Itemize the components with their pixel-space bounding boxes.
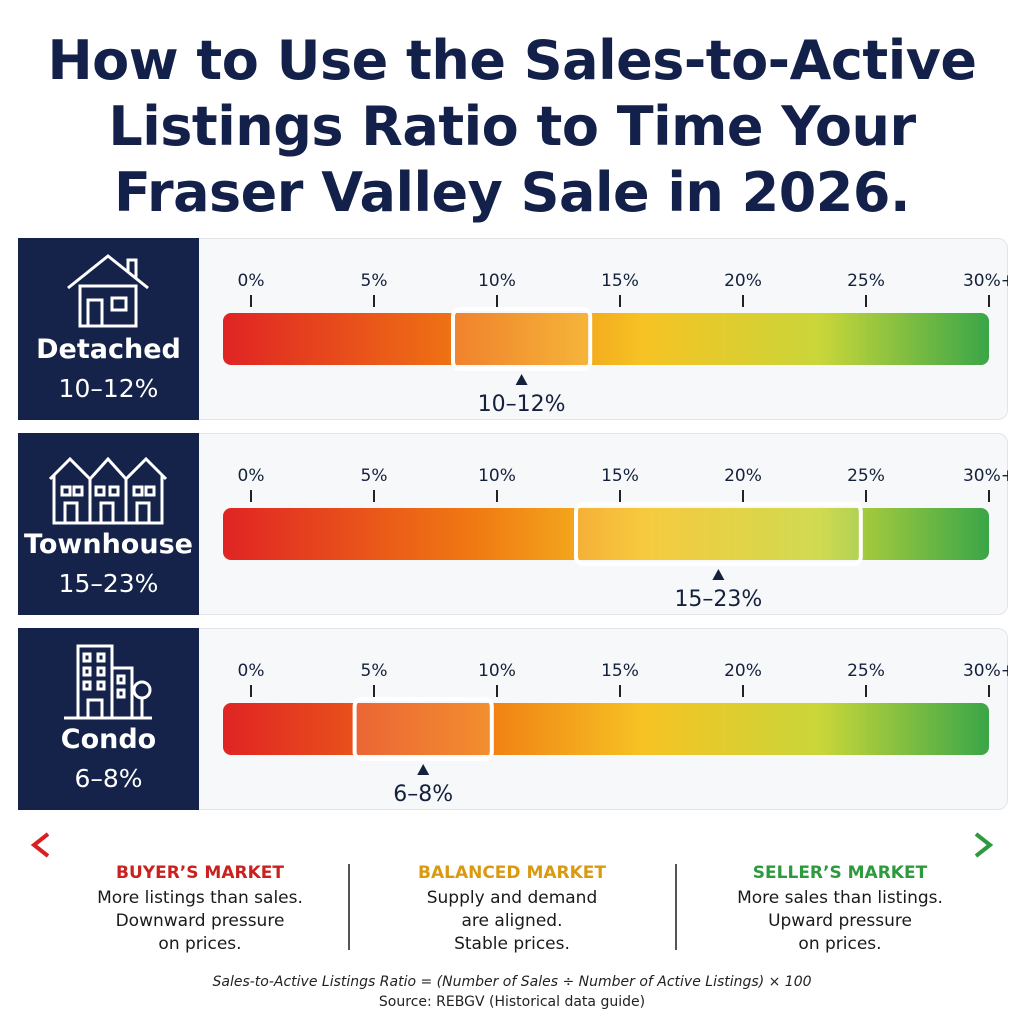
- row-label-detached: Detached 10–12%: [18, 238, 199, 420]
- range-value-label: 6–8%: [393, 782, 453, 807]
- tick-label: 15%: [601, 466, 639, 486]
- legend-line: are aligned.: [461, 911, 563, 931]
- scale-panel: 0% 5% 10% 15% 20% 25% 30%+ 15–23%: [199, 433, 1008, 615]
- row-range: 6–8%: [74, 764, 143, 793]
- tick-label: 0%: [238, 466, 265, 486]
- legend-title: SELLER’S MARKET: [752, 863, 928, 883]
- row-range: 10–12%: [58, 374, 159, 403]
- market-spectrum-arrow: [30, 832, 994, 858]
- tick-label: 10%: [478, 661, 516, 681]
- page-title: How to Use the Sales-to-Active Listings …: [47, 29, 977, 224]
- tick-label: 20%: [724, 661, 762, 681]
- legend-title: BALANCED MARKET: [418, 863, 606, 883]
- range-marker-icon: [417, 764, 430, 775]
- legend-line: Downward pressure: [115, 911, 285, 931]
- ratio-scale-detached: 0% 5% 10% 15% 20% 25% 30%+ 10–12%: [223, 271, 1008, 417]
- condo-building-icon: [64, 644, 152, 720]
- scale-panel: 0% 5% 10% 15% 20% 25% 30%+ 10–12%: [199, 238, 1008, 420]
- ratio-gradient-bar: [223, 508, 989, 560]
- legend-buyers-market: BUYER’S MARKET More listings than sales.…: [50, 862, 350, 956]
- legend-line: More listings than sales.: [97, 888, 303, 908]
- ratio-scale-townhouse: 0% 5% 10% 15% 20% 25% 30%+ 15–23%: [223, 466, 1008, 612]
- row-label-condo: Condo 6–8%: [18, 628, 199, 810]
- tick-label: 0%: [238, 271, 265, 291]
- legend-divider: [675, 864, 677, 950]
- formula-note: Sales-to-Active Listings Ratio = (Number…: [212, 974, 812, 990]
- range-marker-icon: [712, 569, 725, 580]
- tick-label: 10%: [478, 271, 516, 291]
- range-value-label: 15–23%: [674, 587, 762, 612]
- row-label-townhouse: Townhouse 15–23%: [18, 433, 199, 615]
- ratio-gradient-bar: [223, 703, 989, 755]
- scale-panel: 0% 5% 10% 15% 20% 25% 30%+ 6–8%: [199, 628, 1008, 810]
- tick-label: 30%+: [963, 661, 1008, 681]
- legend-line: Stable prices.: [454, 934, 570, 954]
- tick-label: 10%: [478, 466, 516, 486]
- legend-sellers-market: SELLER’S MARKET More sales than listings…: [690, 862, 990, 956]
- row-townhouse: Townhouse 15–23% 0% 5% 10% 15% 20% 25% 30%+ 15–…: [18, 433, 1008, 615]
- tick-label: 30%+: [963, 271, 1008, 291]
- tick-label: 25%: [847, 271, 885, 291]
- row-condo: Condo 6–8% 0% 5% 10% 15% 20% 25% 30%+ 6–8%: [18, 628, 1008, 810]
- row-name: Townhouse: [24, 529, 193, 560]
- tick-label: 30%+: [963, 466, 1008, 486]
- legend-line: on prices.: [798, 934, 882, 954]
- tick-label: 25%: [847, 661, 885, 681]
- tick-label: 5%: [361, 466, 388, 486]
- ratio-scale-condo: 0% 5% 10% 15% 20% 25% 30%+ 6–8%: [223, 661, 1008, 807]
- tick-label: 15%: [601, 271, 639, 291]
- legend-line: Upward pressure: [768, 911, 912, 931]
- tick-label: 20%: [724, 466, 762, 486]
- source-note: Source: REBGV (Historical data guide): [378, 994, 646, 1010]
- tick-label: 25%: [847, 466, 885, 486]
- tick-label: 0%: [238, 661, 265, 681]
- legend-line: on prices.: [158, 934, 242, 954]
- legend-line: Supply and demand: [426, 888, 598, 908]
- range-highlight: [574, 502, 863, 566]
- legend-balanced-market: BALANCED MARKET Supply and demand are al…: [362, 862, 662, 956]
- market-legend: BUYER’S MARKET More listings than sales.…: [30, 830, 994, 960]
- tick-label: 5%: [361, 661, 388, 681]
- legend-line: More sales than listings.: [737, 888, 943, 908]
- legend-title: BUYER’S MARKET: [116, 863, 284, 883]
- tick-label: 20%: [724, 271, 762, 291]
- row-detached: Detached 10–12% 0% 5% 10% 15% 20% 25% 30%+ 10–1…: [18, 238, 1008, 420]
- range-value-label: 10–12%: [478, 392, 566, 417]
- tick-label: 5%: [361, 271, 388, 291]
- house-icon: [67, 254, 149, 328]
- range-marker-icon: [515, 374, 528, 385]
- ratio-gradient-bar: [223, 313, 989, 365]
- range-highlight: [352, 697, 494, 761]
- range-highlight: [451, 307, 593, 371]
- legend-divider: [348, 864, 350, 950]
- row-range: 15–23%: [58, 569, 159, 598]
- tick-label: 15%: [601, 661, 639, 681]
- row-name: Detached: [36, 334, 181, 365]
- townhouse-icon: [48, 456, 168, 525]
- row-name: Condo: [60, 724, 157, 755]
